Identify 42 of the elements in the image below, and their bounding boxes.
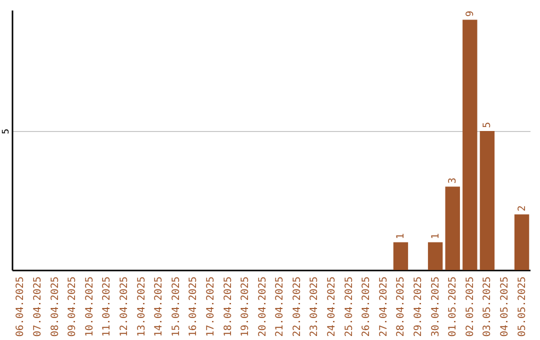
x-tick-label: 04.05.2025 — [499, 276, 510, 337]
bar — [514, 214, 530, 270]
x-tick-label: 07.04.2025 — [32, 276, 44, 337]
bar — [428, 242, 443, 270]
data-label: 9 — [464, 10, 476, 17]
x-tick-label: 26.04.2025 — [361, 276, 372, 337]
x-tick-label: 05.05.2025 — [516, 276, 528, 337]
x-tick-label: 20.04.2025 — [257, 276, 268, 337]
data-label: 1 — [396, 233, 407, 240]
x-tick-label: 21.04.2025 — [274, 276, 286, 337]
x-tick-label: 09.04.2025 — [67, 276, 78, 337]
x-tick-label: 17.04.2025 — [205, 276, 216, 337]
data-label: 5 — [482, 122, 494, 128]
x-tick-label: 15.04.2025 — [170, 276, 182, 337]
bar — [480, 130, 495, 270]
x-tick-label: 19.04.2025 — [240, 276, 252, 337]
x-tick-label: 14.04.2025 — [154, 276, 165, 337]
x-tick-label: 08.04.2025 — [50, 276, 61, 337]
x-tick-label: 01.05.2025 — [448, 276, 459, 337]
data-label: 2 — [516, 205, 528, 212]
x-tick-label: 16.04.2025 — [188, 276, 200, 337]
data-label: 3 — [448, 178, 459, 184]
x-tick-label: 18.04.2025 — [222, 276, 234, 337]
x-tick-label: 28.04.2025 — [396, 276, 407, 337]
x-tick-label: 12.04.2025 — [118, 276, 130, 337]
bar — [445, 186, 460, 270]
x-tick-label: 25.04.2025 — [344, 276, 355, 337]
x-tick-label: 13.04.2025 — [136, 276, 148, 337]
x-tick-label: 27.04.2025 — [378, 276, 390, 337]
x-tick-label: 22.04.2025 — [292, 276, 303, 337]
x-tick-label: 23.04.2025 — [309, 276, 320, 337]
x-tick-label: 29.04.2025 — [413, 276, 424, 337]
bar — [393, 242, 408, 270]
x-tick-label: 02.05.2025 — [464, 276, 476, 337]
x-tick-label: 11.04.2025 — [102, 276, 113, 337]
x-tick-label: 30.04.2025 — [430, 276, 442, 337]
x-tick-label: 03.05.2025 — [482, 276, 494, 337]
bar — [462, 20, 478, 270]
x-tick-label: 10.04.2025 — [84, 276, 96, 337]
data-label: 1 — [430, 233, 442, 240]
x-tick-label: 06.04.2025 — [15, 276, 26, 337]
x-tick-label: 24.04.2025 — [326, 276, 338, 337]
